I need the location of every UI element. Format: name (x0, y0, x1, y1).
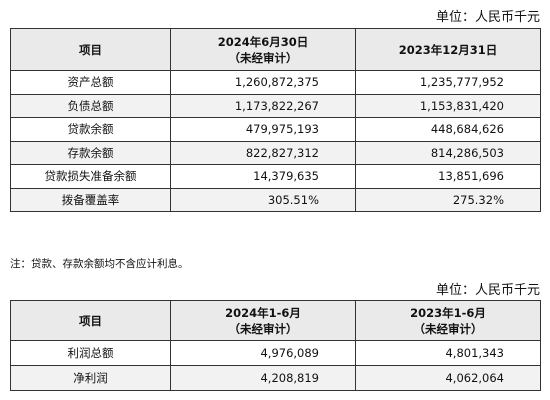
row-value-2023: 1,153,831,420 (355, 93, 541, 118)
row-value-2024: 4,208,819 (170, 365, 356, 391)
table-footnote: 注：贷款、存款余额均不含应计利息。 (10, 258, 189, 270)
row-label: 拨备覆盖率 (10, 187, 171, 212)
header-col2: 2023年12月31日 (355, 28, 541, 71)
row-value-2023: 448,684,626 (355, 117, 541, 142)
header-col1: 2024年1-6月 （未经审计） (170, 300, 356, 341)
row-value-2023: 4,801,343 (355, 340, 541, 366)
table-header-row: 项目 2024年6月30日 （未经审计） 2023年12月31日 (10, 28, 541, 71)
row-label: 净利润 (10, 365, 171, 391)
table-row: 负债总额 1,173,822,267 1,153,831,420 (10, 93, 541, 118)
header-col1-line2: （未经审计） (228, 321, 298, 336)
header-col2-line2: （未经审计） (413, 321, 483, 336)
table-row: 拨备覆盖率 305.51% 275.32% (10, 187, 541, 212)
header-col2: 2023年1-6月 （未经审计） (355, 300, 541, 341)
row-label: 资产总额 (10, 70, 171, 95)
row-value-2024: 822,827,312 (170, 140, 356, 165)
row-value-2023: 13,851,696 (355, 164, 541, 189)
row-value-2024: 1,173,822,267 (170, 93, 356, 118)
row-value-2023: 275.32% (355, 187, 541, 212)
header-col1-line2: （未经审计） (228, 50, 298, 65)
row-value-2024: 14,379,635 (170, 164, 356, 189)
header-col2-line1: 2023年1-6月 (410, 305, 486, 320)
row-label: 贷款余额 (10, 117, 171, 142)
row-value-2024: 1,260,872,375 (170, 70, 356, 95)
table2-unit-label: 单位：人民币千元 (435, 283, 540, 298)
row-value-2023: 4,062,064 (355, 365, 541, 391)
row-value-2023: 1,235,777,952 (355, 70, 541, 95)
row-label: 负债总额 (10, 93, 171, 118)
table-row: 存款余额 822,827,312 814,286,503 (10, 140, 541, 165)
table-row: 贷款余额 479,975,193 448,684,626 (10, 117, 541, 142)
row-label: 贷款损失准备余额 (10, 164, 171, 189)
row-value-2024: 479,975,193 (170, 117, 356, 142)
table-row: 利润总额 4,976,089 4,801,343 (10, 340, 541, 366)
table-row: 净利润 4,208,819 4,062,064 (10, 365, 541, 391)
header-col1-line1: 2024年1-6月 (225, 305, 301, 320)
row-label: 存款余额 (10, 140, 171, 165)
header-item: 项目 (10, 300, 171, 341)
balance-sheet-table: 项目 2024年6月30日 （未经审计） 2023年12月31日 资产总额 1,… (10, 28, 541, 212)
header-item: 项目 (10, 28, 171, 71)
table-row: 资产总额 1,260,872,375 1,235,777,952 (10, 70, 541, 95)
header-col1: 2024年6月30日 （未经审计） (170, 28, 356, 71)
row-value-2023: 814,286,503 (355, 140, 541, 165)
header-col1-line1: 2024年6月30日 (217, 34, 309, 49)
table-header-row: 项目 2024年1-6月 （未经审计） 2023年1-6月 （未经审计） (10, 300, 541, 341)
row-value-2024: 305.51% (170, 187, 356, 212)
income-table: 项目 2024年1-6月 （未经审计） 2023年1-6月 （未经审计） 利润总… (10, 300, 541, 391)
row-value-2024: 4,976,089 (170, 340, 356, 366)
table-row: 贷款损失准备余额 14,379,635 13,851,696 (10, 164, 541, 189)
row-label: 利润总额 (10, 340, 171, 366)
table1-unit-label: 单位：人民币千元 (435, 10, 540, 25)
